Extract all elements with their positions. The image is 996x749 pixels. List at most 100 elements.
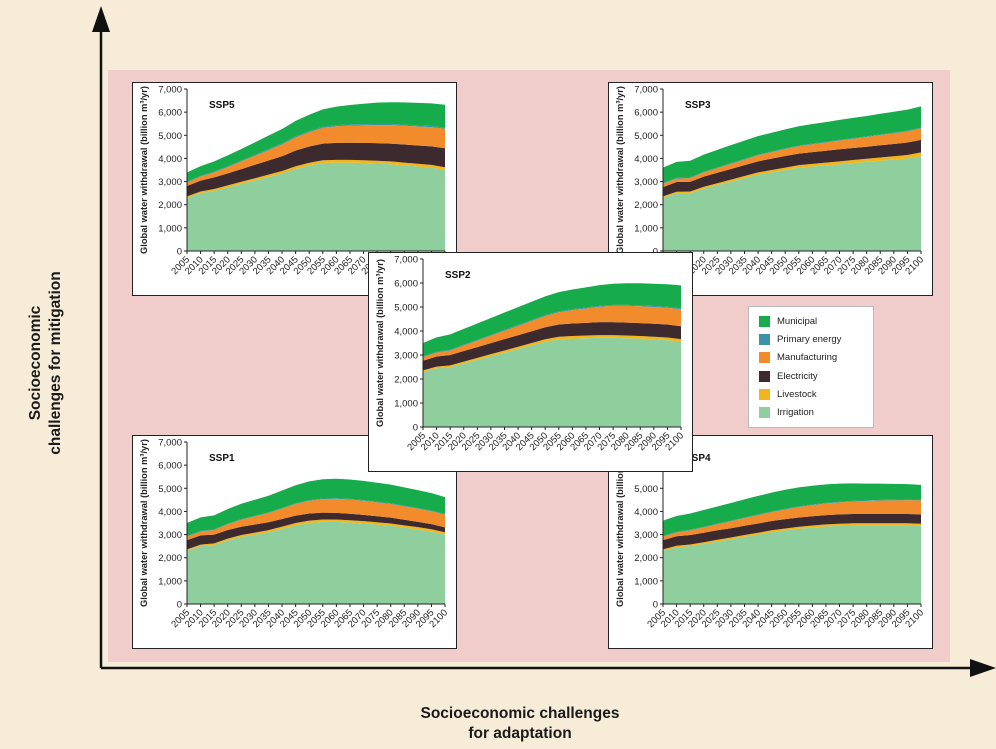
chart-svg: 01,0002,0003,0004,0005,0006,0007,0002005…: [139, 438, 450, 631]
y-tick-label: 4,000: [158, 154, 182, 165]
y-tick-label: 4,000: [394, 327, 418, 338]
area-manufacturing: [423, 305, 681, 361]
y-tick-label: 1,000: [158, 576, 182, 587]
y-tick-label: 6,000: [158, 108, 182, 119]
area-irrigation: [423, 337, 681, 427]
y-tick-label: 2,000: [158, 200, 182, 211]
legend-item: Irrigation: [759, 403, 873, 421]
area-manufacturing: [663, 500, 921, 541]
chart-title: SSP5: [209, 100, 235, 111]
area-livestock: [663, 523, 921, 551]
y-tick-label: 4,000: [634, 154, 658, 165]
chart-ylabel: Global water withdrawal (billion m³/yr): [615, 439, 625, 607]
chart-ylabel: Global water withdrawal (billion m³/yr): [139, 439, 149, 607]
y-tick-label: 2,000: [158, 553, 182, 564]
area-primary-energy: [663, 127, 921, 184]
y-tick-label: 1,000: [634, 223, 658, 234]
y-tick-label: 2,000: [634, 553, 658, 564]
x-arrow-icon: [970, 659, 996, 677]
y-tick-label: 0: [653, 600, 658, 611]
y-tick-label: 4,000: [634, 507, 658, 518]
chart-svg: 01,0002,0003,0004,0005,0006,0007,0002005…: [375, 255, 686, 454]
chart-legend: Municipal Primary energy Manufacturing Elec…: [748, 306, 874, 428]
area-irrigation: [663, 525, 921, 604]
legend-label: Irrigation: [777, 407, 814, 419]
y-tick-label: 3,000: [634, 177, 658, 188]
y-tick-label: 3,000: [394, 351, 418, 362]
legend-label: Manufacturing: [777, 352, 838, 364]
y-tick-label: 3,000: [158, 530, 182, 541]
area-manufacturing: [663, 128, 921, 188]
area-municipal: [187, 478, 445, 536]
area-municipal: [663, 483, 921, 536]
legend-swatch: [759, 407, 770, 419]
chart-svg: 01,0002,0003,0004,0005,0006,0007,0002005…: [615, 438, 926, 631]
y-tick-label: 7,000: [634, 85, 658, 96]
chart-ssp2: 0 1,000 2,000 3,000 4,000 5,000 6,000 7,000 2005…: [368, 252, 693, 472]
area-livestock: [663, 152, 921, 198]
legend-item: Primary energy: [759, 330, 873, 348]
legend-swatch: [759, 352, 770, 364]
y-tick-label: 7,000: [394, 255, 418, 266]
y-tick-label: 0: [177, 600, 182, 611]
chart-title: SSP2: [445, 270, 471, 281]
chart-ylabel: Global water withdrawal (billion m³/yr): [139, 86, 149, 254]
chart-ylabel: Global water withdrawal (billion m³/yr): [615, 86, 625, 254]
chart-title: SSP1: [209, 453, 235, 464]
legend-swatch: [759, 388, 770, 400]
y-arrow-icon: [92, 6, 110, 32]
y-tick-label: 6,000: [394, 279, 418, 290]
legend-label: Municipal: [777, 315, 818, 327]
y-tick-label: 0: [177, 247, 182, 258]
x-axis-title: Socioeconomic challenges for adaptation: [420, 705, 620, 742]
y-tick-label: 1,000: [634, 576, 658, 587]
legend-item: Livestock: [759, 385, 873, 403]
area-electricity: [663, 513, 921, 550]
area-manufacturing: [187, 498, 445, 541]
y-tick-label: 7,000: [158, 85, 182, 96]
legend-item: Manufacturing: [759, 349, 873, 367]
legend-item: Municipal: [759, 312, 873, 330]
area-electricity: [187, 142, 445, 197]
legend-item: Electricity: [759, 367, 873, 385]
chart-title: SSP4: [685, 453, 711, 464]
area-irrigation: [187, 162, 445, 251]
legend-label: Livestock: [777, 388, 817, 400]
y-tick-label: 2,000: [634, 200, 658, 211]
y-tick-label: 6,000: [634, 108, 658, 119]
area-irrigation: [663, 156, 921, 251]
area-municipal: [423, 283, 681, 357]
area-electricity: [423, 322, 681, 371]
legend-swatch: [759, 370, 770, 382]
y-tick-label: 1,000: [394, 399, 418, 410]
chart-ylabel: Global water withdrawal (billion m³/yr): [375, 259, 385, 427]
y-tick-label: 5,000: [158, 484, 182, 495]
y-tick-label: 4,000: [158, 507, 182, 518]
legend-label: Primary energy: [777, 333, 842, 345]
area-manufacturing: [187, 125, 445, 186]
y-tick-label: 5,000: [158, 131, 182, 142]
area-electricity: [663, 139, 921, 197]
area-electricity: [187, 512, 445, 550]
y-tick-label: 6,000: [158, 461, 182, 472]
legend-swatch: [759, 333, 770, 345]
area-municipal: [187, 102, 445, 182]
y-tick-label: 0: [413, 423, 418, 434]
chart-ssp3: 01,0002,0003,0004,0005,0006,0007,0002005…: [608, 82, 933, 296]
y-tick-label: 5,000: [634, 131, 658, 142]
area-livestock: [423, 335, 681, 372]
y-tick-label: 5,000: [394, 303, 418, 314]
legend-swatch: [759, 315, 770, 327]
y-tick-label: 1,000: [158, 223, 182, 234]
y-tick-label: 3,000: [158, 177, 182, 188]
y-tick-label: 3,000: [634, 530, 658, 541]
y-tick-label: 5,000: [634, 484, 658, 495]
area-municipal: [663, 106, 921, 183]
y-axis-title: Socioeconomic challenges for mitigation: [27, 271, 64, 455]
legend-label: Electricity: [777, 370, 818, 382]
y-tick-label: 2,000: [394, 375, 418, 386]
y-tick-label: 7,000: [158, 438, 182, 449]
area-irrigation: [187, 521, 445, 604]
chart-title: SSP3: [685, 100, 711, 111]
